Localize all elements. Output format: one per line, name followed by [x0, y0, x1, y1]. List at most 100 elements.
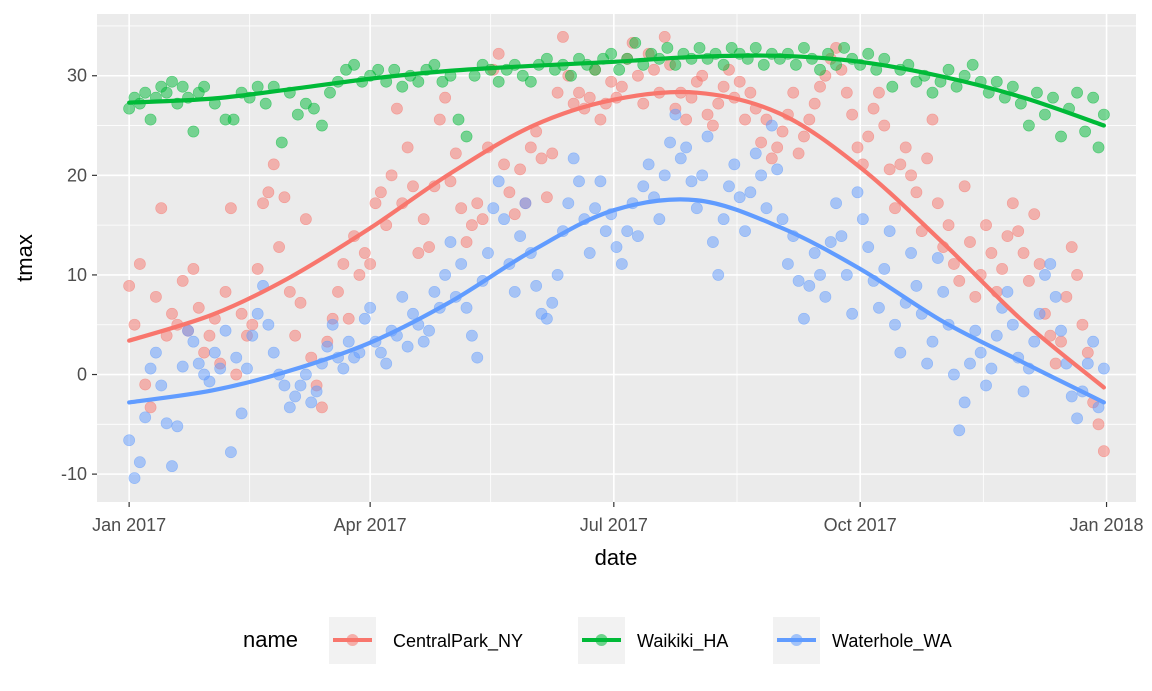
data-point — [1031, 86, 1043, 99]
data-point — [931, 197, 944, 210]
data-point — [246, 329, 259, 342]
data-point — [771, 141, 784, 154]
data-point — [921, 357, 934, 370]
data-point — [540, 312, 553, 325]
data-point — [460, 130, 473, 143]
data-point — [629, 36, 642, 49]
data-point — [883, 225, 896, 238]
data-point — [294, 296, 307, 309]
data-point — [460, 301, 473, 314]
data-point — [166, 307, 178, 320]
data-point — [969, 290, 982, 303]
x-tick-label: Jan 2018 — [1070, 515, 1144, 535]
data-point — [524, 75, 537, 88]
data-point — [332, 285, 344, 298]
data-point — [1071, 269, 1083, 281]
data-point — [701, 130, 714, 143]
data-point — [283, 401, 296, 414]
points-centralpark-ny — [123, 31, 1110, 458]
data-point — [926, 113, 939, 126]
data-point — [889, 318, 901, 331]
data-point — [765, 119, 778, 132]
data-point — [1065, 241, 1078, 253]
data-point — [1006, 197, 1019, 210]
data-point — [926, 335, 939, 348]
data-point — [273, 241, 285, 253]
data-point — [144, 401, 157, 414]
data-point — [910, 75, 923, 88]
data-point — [198, 346, 211, 359]
y-axis-ticks: -10 0 10 20 30 — [61, 66, 97, 484]
data-point — [449, 147, 462, 160]
data-point — [733, 75, 746, 88]
data-point — [492, 47, 505, 60]
data-point — [465, 219, 478, 232]
data-point — [613, 63, 626, 76]
data-point — [1012, 225, 1025, 238]
data-point — [964, 236, 976, 248]
data-point — [1081, 346, 1094, 359]
data-point — [765, 152, 778, 165]
data-point — [192, 301, 205, 314]
data-point — [187, 125, 200, 138]
legend-item-centralpark: CentralPark_NY — [329, 617, 523, 664]
data-point — [685, 175, 698, 188]
data-point — [187, 335, 200, 348]
data-point — [407, 307, 419, 320]
data-point — [278, 191, 291, 204]
data-point — [1022, 275, 1035, 287]
data-point — [176, 80, 189, 93]
data-point — [476, 213, 489, 226]
data-point — [814, 269, 826, 281]
data-point — [557, 31, 569, 43]
data-point — [562, 197, 575, 210]
data-point — [519, 197, 532, 210]
data-point — [337, 258, 350, 270]
data-point — [380, 357, 393, 370]
data-point — [1006, 80, 1019, 93]
smooth-line-centralpark-ny — [127, 89, 1106, 390]
x-axis-title: date — [595, 545, 638, 570]
data-point — [1001, 230, 1014, 242]
data-point — [348, 58, 360, 71]
data-point — [1044, 329, 1057, 342]
data-point — [219, 324, 232, 337]
data-point — [208, 346, 221, 359]
data-point — [894, 158, 907, 171]
data-point — [396, 80, 409, 93]
data-point — [535, 152, 548, 165]
data-point — [133, 456, 146, 469]
data-point — [192, 357, 205, 370]
data-point — [771, 163, 784, 176]
y-tick-label: 10 — [67, 265, 87, 285]
data-point — [412, 75, 425, 88]
data-point — [974, 346, 987, 359]
data-point — [996, 263, 1009, 275]
data-point — [128, 472, 141, 484]
data-point — [661, 41, 674, 54]
data-point — [439, 269, 452, 281]
data-point — [1097, 108, 1110, 121]
data-point — [637, 180, 650, 193]
data-point — [1039, 108, 1051, 121]
data-point — [508, 208, 521, 221]
data-point — [835, 230, 848, 242]
data-point — [166, 460, 178, 473]
data-point — [894, 346, 907, 359]
data-point — [417, 213, 430, 226]
data-point — [583, 247, 596, 259]
data-point — [599, 225, 612, 238]
data-point — [1076, 318, 1089, 331]
data-point — [814, 80, 826, 93]
data-point — [814, 63, 826, 76]
data-point — [401, 340, 414, 353]
data-point — [155, 202, 168, 215]
data-point — [1039, 269, 1051, 281]
x-tick-label: Apr 2017 — [334, 515, 407, 535]
data-point — [948, 258, 960, 270]
data-point — [455, 258, 468, 270]
data-point — [749, 41, 762, 54]
data-point — [878, 263, 891, 275]
data-point — [942, 63, 955, 76]
